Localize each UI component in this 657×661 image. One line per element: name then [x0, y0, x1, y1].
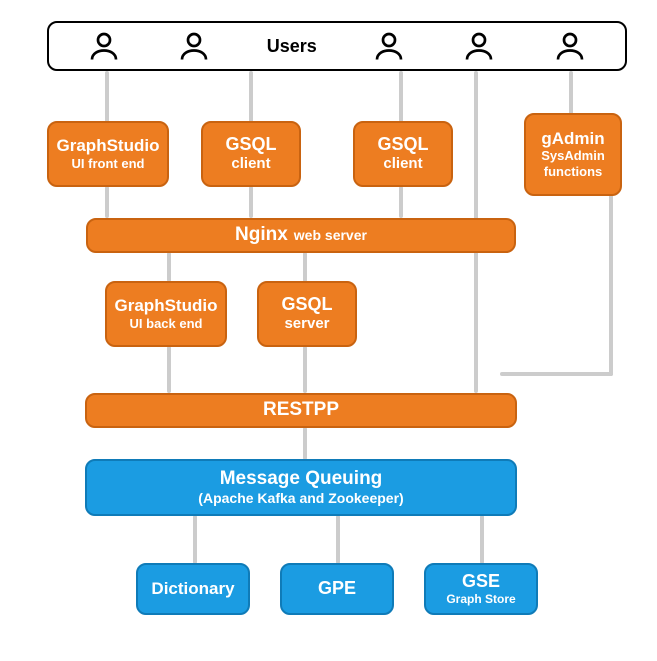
node-gs-be-sub: UI back end: [124, 316, 209, 332]
node-nginx-main: Nginx: [235, 225, 288, 246]
node-gsql-client-1-sub: client: [225, 155, 276, 173]
l-gadmin-across: [500, 372, 613, 376]
l-gsql-c1: [249, 71, 253, 123]
l-mq-gpe: [336, 515, 340, 564]
user-icon: [552, 28, 588, 64]
user-icon: [86, 28, 122, 64]
node-restpp: RESTPP: [85, 393, 517, 428]
node-gs-be-main: GraphStudio: [115, 297, 218, 316]
l-c1-ng: [249, 186, 253, 218]
node-gsql-client-1: GSQLclient: [201, 121, 301, 187]
l-mq-dict: [193, 515, 197, 564]
node-restpp-main: RESTPP: [263, 400, 339, 421]
l-gsql-c2: [399, 71, 403, 123]
l-gs-be-rest: [167, 346, 171, 393]
node-mq-sub: (Apache Kafka and Zookeeper): [192, 490, 409, 507]
architecture-diagram: UsersGraphStudioUI front endGSQLclientGS…: [0, 0, 657, 661]
node-dictionary: Dictionary: [136, 563, 250, 615]
node-gadmin: gAdminSysAdmin functions: [524, 113, 622, 196]
node-gse: GSEGraph Store: [424, 563, 538, 615]
l-rest-mq: [303, 427, 307, 460]
node-gs-fe-sub: UI front end: [66, 156, 151, 172]
l-ng-gs-be: [167, 252, 171, 282]
user-icon: [461, 28, 497, 64]
user-icon: [371, 28, 407, 64]
node-gs-fe: GraphStudioUI front end: [47, 121, 169, 187]
l-c2-ng: [399, 186, 403, 218]
l-gs-fe: [105, 71, 109, 123]
node-gsql-client-2-sub: client: [377, 155, 428, 173]
node-nginx: Nginx web server: [86, 218, 516, 253]
node-mq-main: Message Queuing: [220, 469, 383, 490]
node-mq: Message Queuing(Apache Kafka and Zookeep…: [85, 459, 517, 516]
node-gpe-main: GPE: [318, 579, 356, 599]
l-gadmin-down: [609, 186, 613, 376]
l-gsqls-rest: [303, 346, 307, 393]
node-nginx-label: Nginx web server: [235, 225, 367, 246]
l-gs-fe-ng: [105, 186, 109, 218]
node-gsql-server: GSQLserver: [257, 281, 357, 347]
node-gs-be: GraphStudioUI back end: [105, 281, 227, 347]
node-gsql-server-sub: server: [278, 315, 335, 333]
node-gsql-client-2: GSQLclient: [353, 121, 453, 187]
node-gpe: GPE: [280, 563, 394, 615]
node-gadmin-main: gAdmin: [541, 130, 604, 149]
l-ng-gsqls: [303, 252, 307, 282]
node-gadmin-sub: SysAdmin functions: [526, 148, 620, 179]
users-label: Users: [267, 36, 317, 57]
l-mq-gse: [480, 515, 484, 564]
node-gsql-client-2-main: GSQL: [377, 135, 428, 155]
node-gsql-client-1-main: GSQL: [225, 135, 276, 155]
users-box: Users: [47, 21, 627, 71]
user-icon: [176, 28, 212, 64]
node-gse-sub: Graph Store: [440, 592, 521, 606]
node-gse-main: GSE: [462, 572, 500, 592]
node-gsql-server-main: GSQL: [281, 295, 332, 315]
node-nginx-sub: web server: [294, 227, 367, 244]
node-dictionary-main: Dictionary: [151, 580, 234, 599]
node-gs-fe-main: GraphStudio: [57, 137, 160, 156]
